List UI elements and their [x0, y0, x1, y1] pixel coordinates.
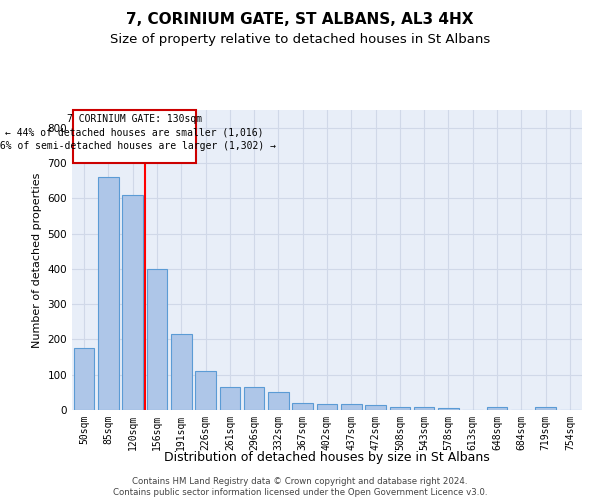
Bar	[122, 194, 143, 410]
Text: 7 CORINIUM GATE: 130sqm: 7 CORINIUM GATE: 130sqm	[67, 114, 202, 124]
Bar	[74, 348, 94, 410]
Bar	[220, 387, 240, 410]
Y-axis label: Number of detached properties: Number of detached properties	[32, 172, 42, 348]
Text: Distribution of detached houses by size in St Albans: Distribution of detached houses by size …	[164, 451, 490, 464]
Bar	[244, 387, 265, 410]
Bar	[487, 407, 508, 410]
Bar	[146, 269, 167, 410]
Text: Contains HM Land Registry data © Crown copyright and database right 2024.: Contains HM Land Registry data © Crown c…	[132, 476, 468, 486]
Bar	[195, 371, 216, 410]
Bar	[292, 403, 313, 410]
Bar	[98, 177, 119, 410]
Text: ← 44% of detached houses are smaller (1,016): ← 44% of detached houses are smaller (1,…	[5, 128, 264, 138]
Text: 56% of semi-detached houses are larger (1,302) →: 56% of semi-detached houses are larger (…	[0, 141, 275, 151]
Bar	[317, 404, 337, 410]
Bar	[341, 404, 362, 410]
Text: 7, CORINIUM GATE, ST ALBANS, AL3 4HX: 7, CORINIUM GATE, ST ALBANS, AL3 4HX	[126, 12, 474, 28]
Bar	[535, 407, 556, 410]
Bar	[73, 110, 196, 163]
Text: Size of property relative to detached houses in St Albans: Size of property relative to detached ho…	[110, 32, 490, 46]
Bar	[171, 334, 191, 410]
Bar	[268, 392, 289, 410]
Bar	[389, 407, 410, 410]
Text: Contains public sector information licensed under the Open Government Licence v3: Contains public sector information licen…	[113, 488, 487, 497]
Bar	[438, 408, 459, 410]
Bar	[414, 407, 434, 410]
Bar	[365, 404, 386, 410]
